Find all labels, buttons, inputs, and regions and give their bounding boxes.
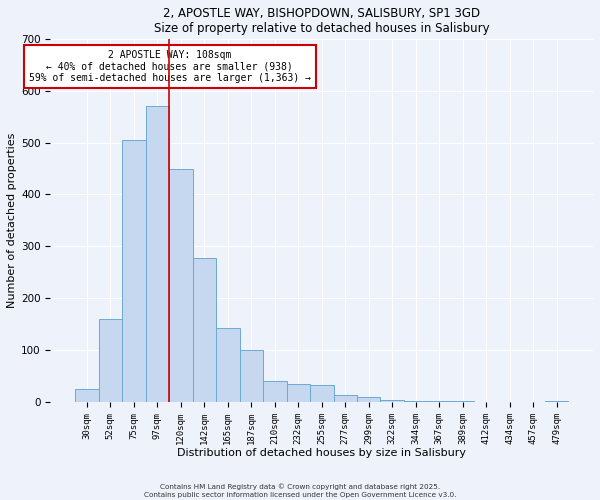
Bar (216, 328, 239, 402)
Bar (75, 389, 98, 402)
Text: Contains HM Land Registry data © Crown copyright and database right 2025.
Contai: Contains HM Land Registry data © Crown c… (144, 484, 456, 498)
Bar (263, 381, 287, 402)
Bar (310, 385, 334, 402)
X-axis label: Distribution of detached houses by size in Salisbury: Distribution of detached houses by size … (177, 448, 466, 458)
Bar (287, 384, 310, 402)
Bar (239, 350, 263, 402)
Title: 2, APOSTLE WAY, BISHOPDOWN, SALISBURY, SP1 3GD
Size of property relative to deta: 2, APOSTLE WAY, BISHOPDOWN, SALISBURY, S… (154, 7, 490, 35)
Bar (380, 400, 404, 402)
Bar (98, 319, 122, 402)
Bar (193, 258, 216, 402)
Bar (169, 168, 193, 402)
Text: 2 APOSTLE WAY: 108sqm
← 40% of detached houses are smaller (938)
59% of semi-det: 2 APOSTLE WAY: 108sqm ← 40% of detached … (29, 50, 311, 83)
Bar (357, 396, 380, 402)
Bar (122, 140, 146, 402)
Bar (334, 395, 357, 402)
Bar (146, 106, 169, 402)
Bar (404, 401, 427, 402)
Bar (427, 401, 451, 402)
Y-axis label: Number of detached properties: Number of detached properties (7, 132, 17, 308)
